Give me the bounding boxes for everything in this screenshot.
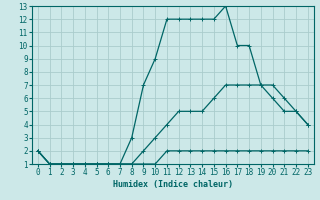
X-axis label: Humidex (Indice chaleur): Humidex (Indice chaleur)	[113, 180, 233, 189]
